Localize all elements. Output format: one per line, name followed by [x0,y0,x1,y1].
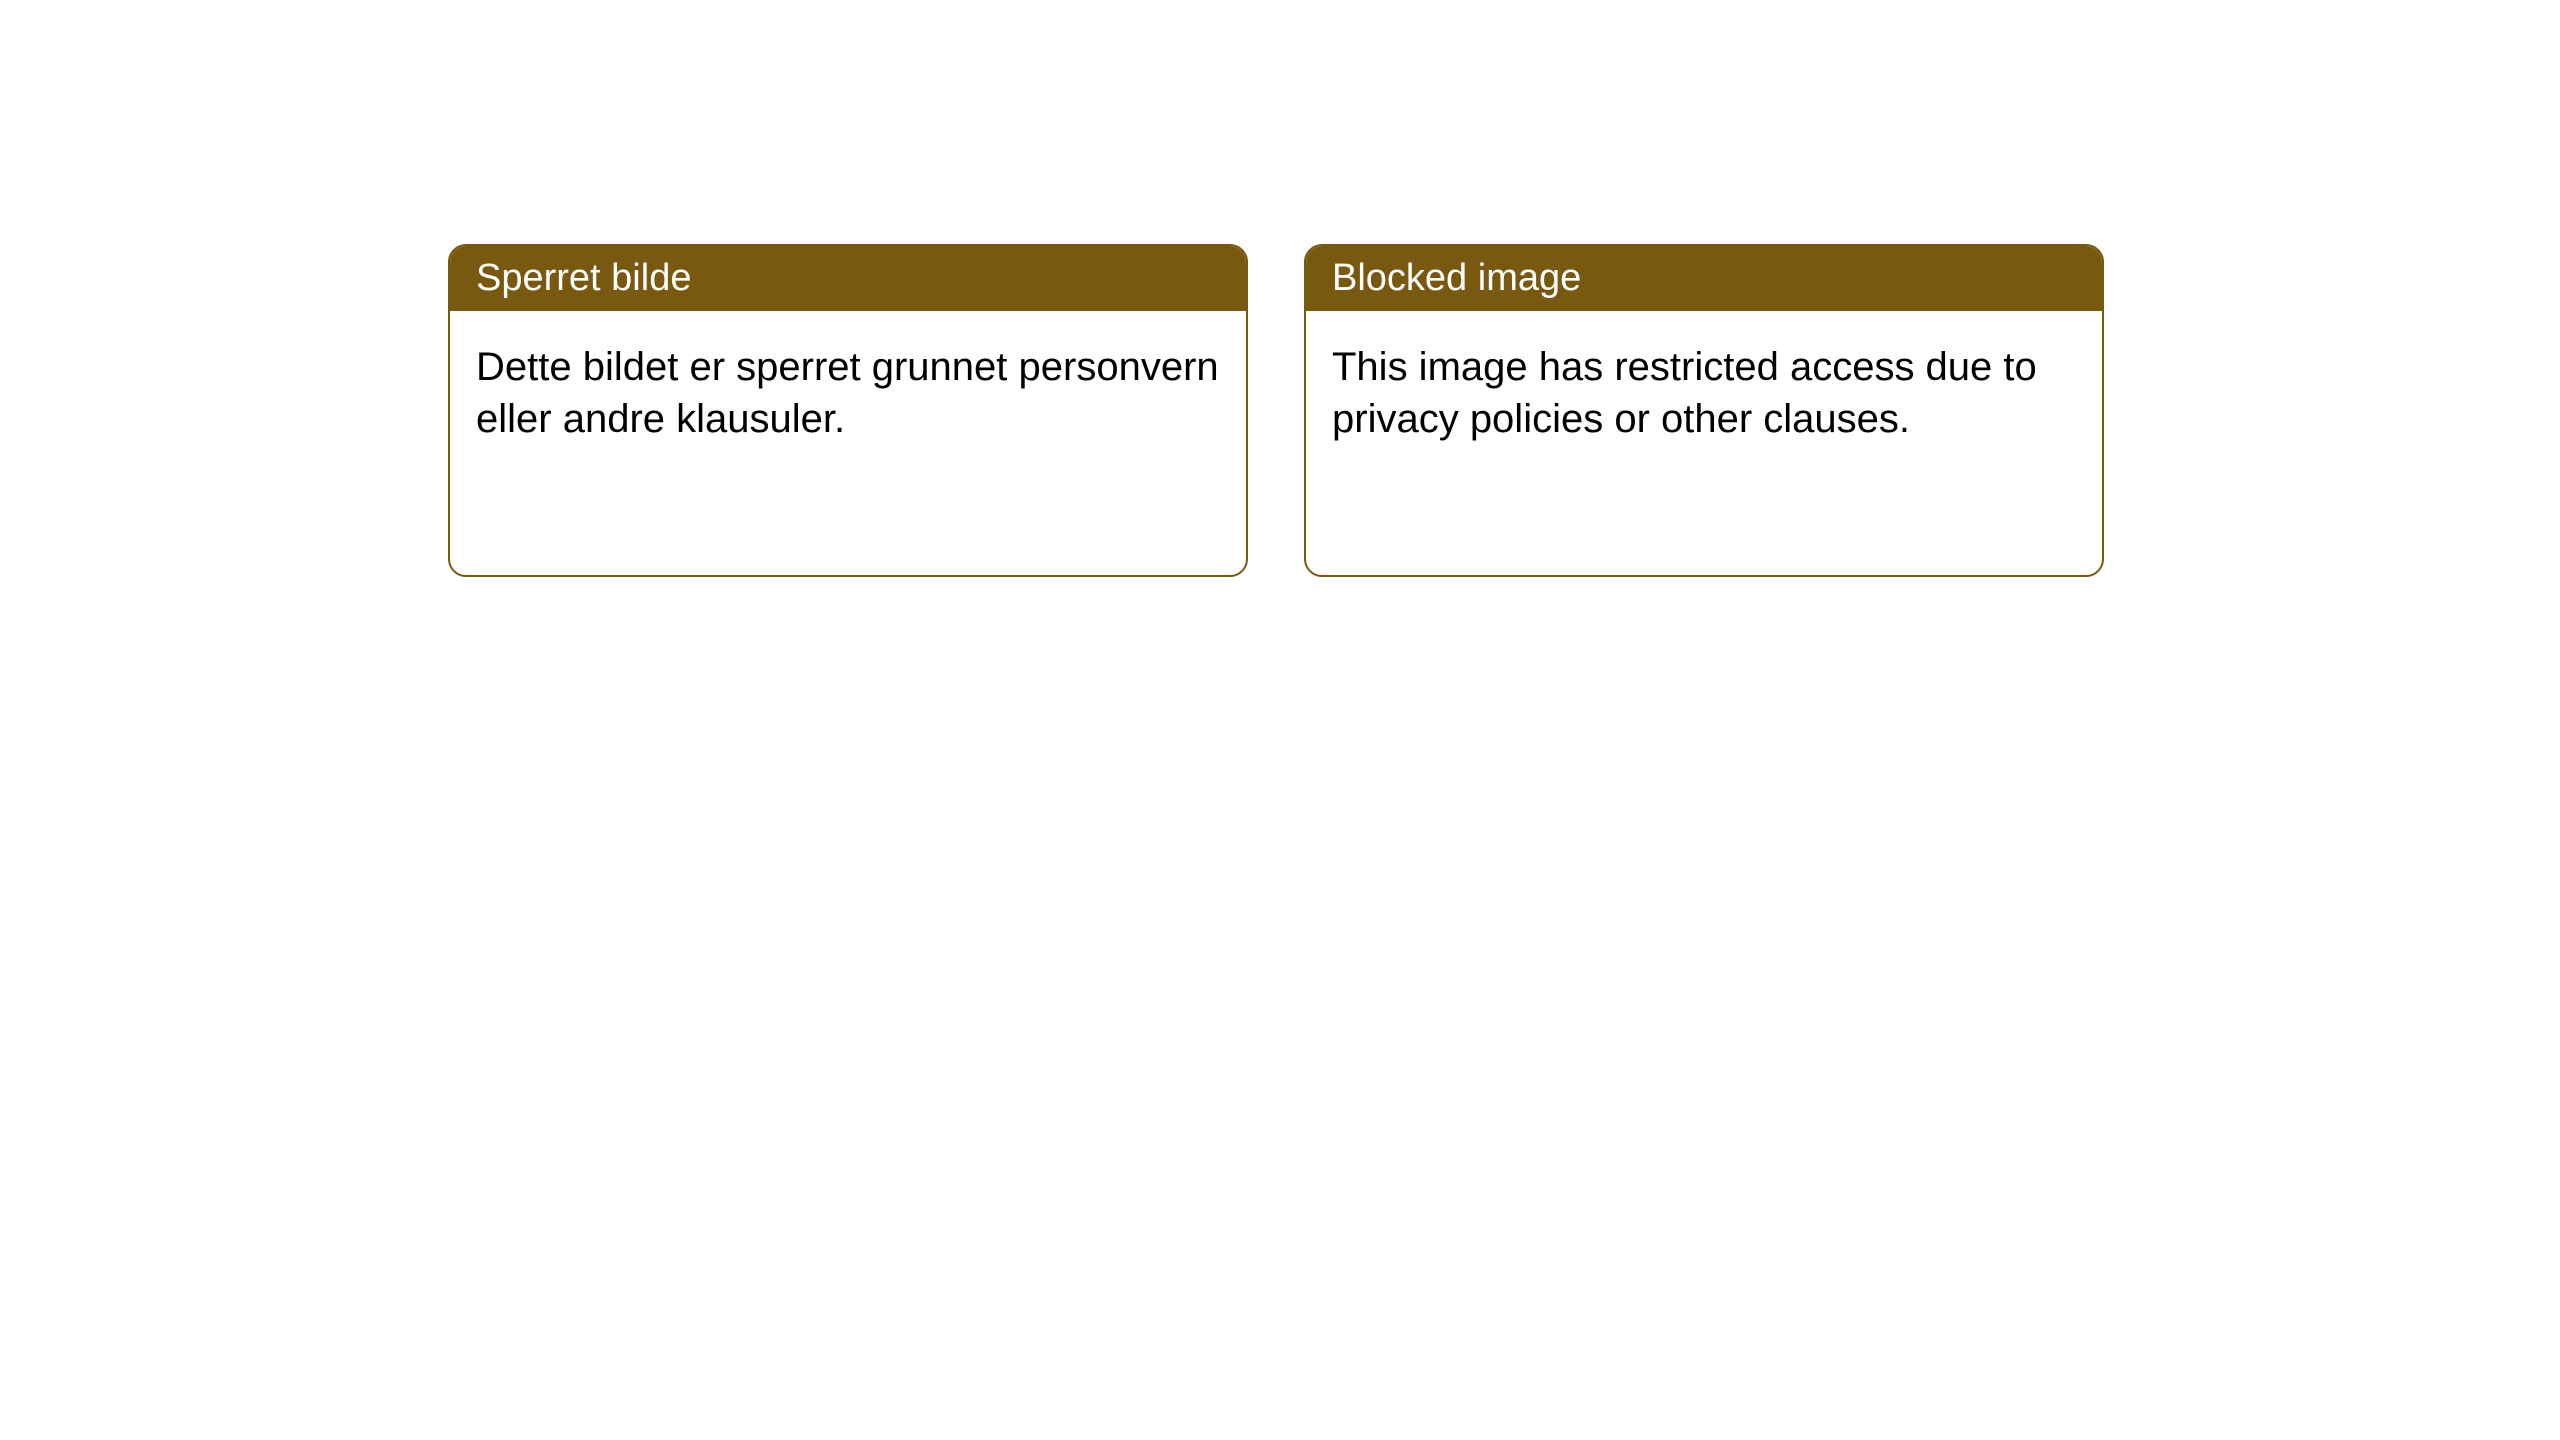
notice-body-en: This image has restricted access due to … [1306,311,2102,475]
notice-header-text: Sperret bilde [476,257,691,299]
notice-body-text: Dette bildet er sperret grunnet personve… [476,345,1219,441]
notice-container: Sperret bilde Dette bildet er sperret gr… [448,244,2104,577]
notice-box-no: Sperret bilde Dette bildet er sperret gr… [448,244,1248,577]
notice-box-en: Blocked image This image has restricted … [1304,244,2104,577]
notice-header-en: Blocked image [1306,246,2102,311]
notice-body-text: This image has restricted access due to … [1332,345,2037,441]
notice-body-no: Dette bildet er sperret grunnet personve… [450,311,1246,475]
notice-header-no: Sperret bilde [450,246,1246,311]
notice-header-text: Blocked image [1332,257,1581,299]
